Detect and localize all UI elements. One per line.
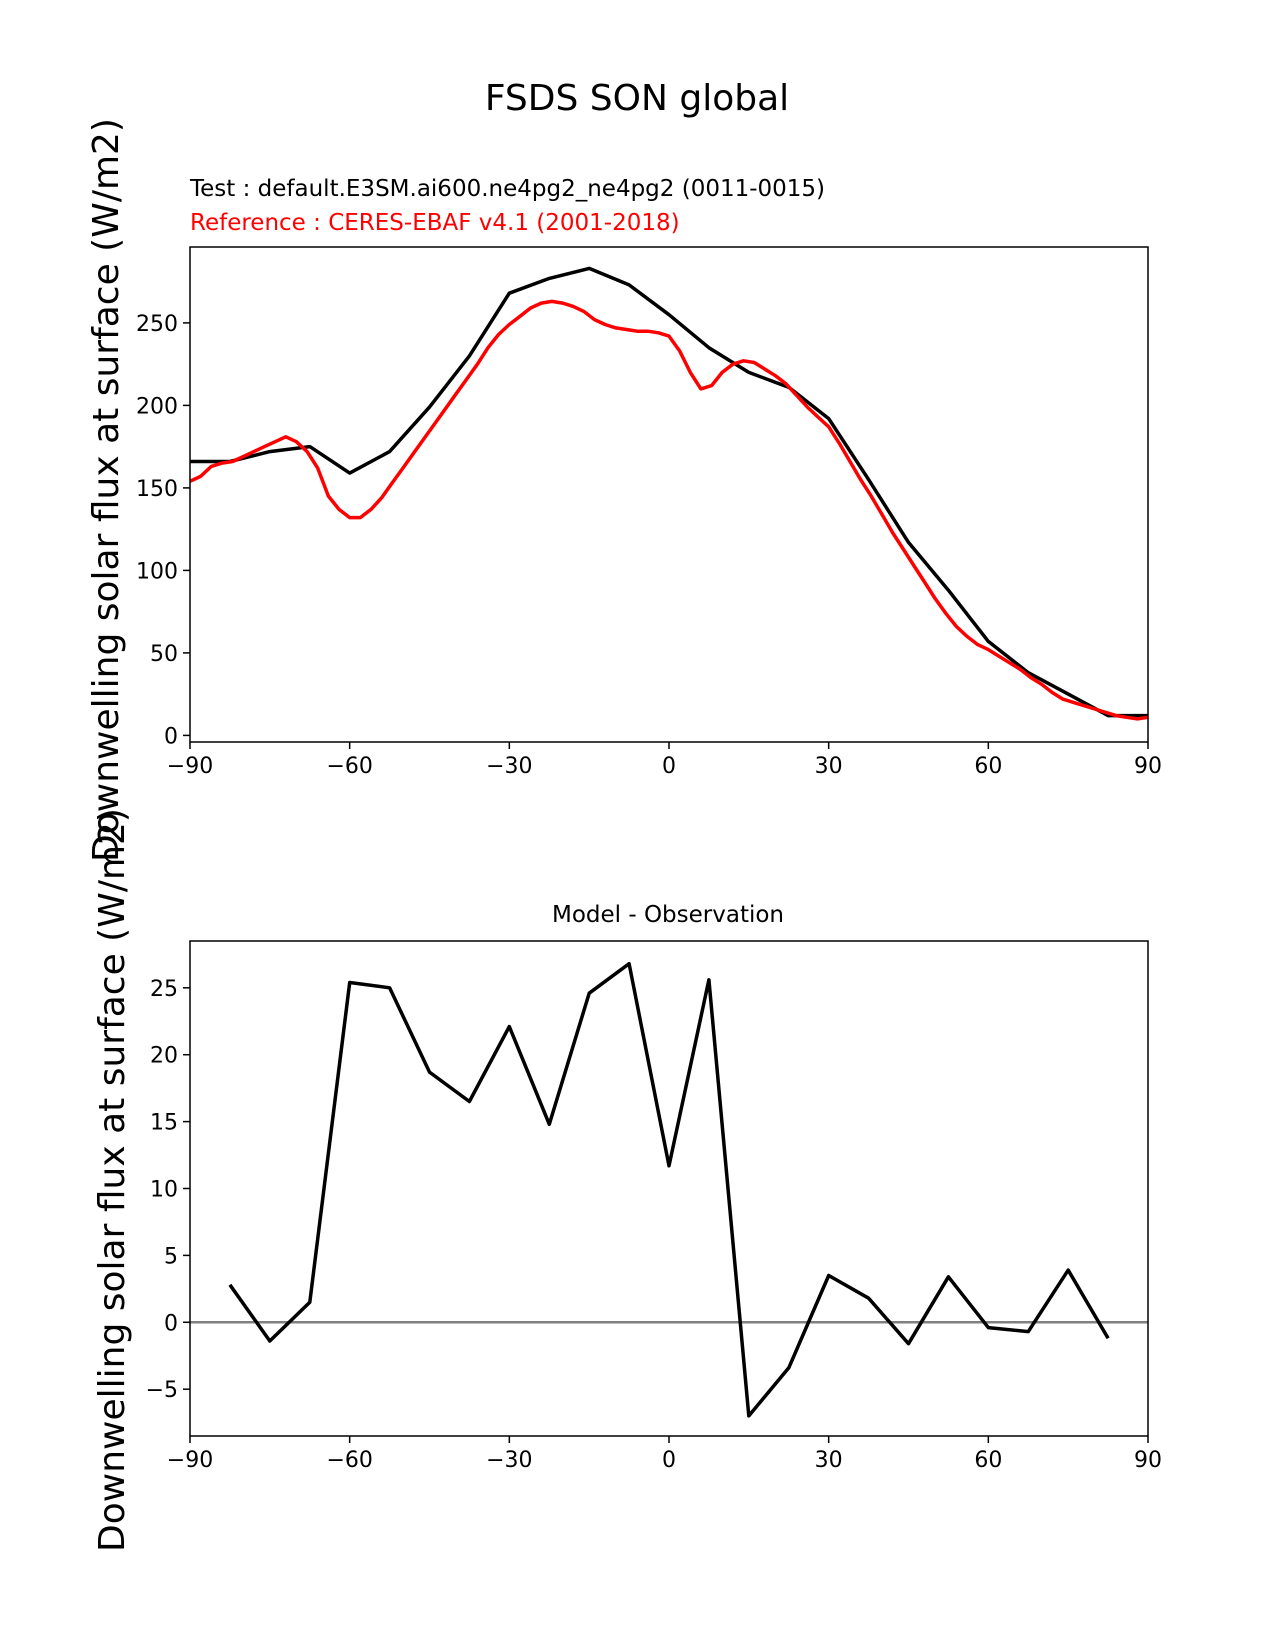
test-label: Test : default.E3SM.ai600.ne4pg2_ne4pg2 …	[189, 176, 825, 202]
bottom-series-0-line	[228, 961, 1110, 1418]
top-ytick-label: 50	[150, 642, 178, 667]
top-ytick-label: 150	[136, 477, 178, 502]
top-series-1-line	[189, 299, 1149, 721]
top-xtick-label: 90	[1134, 754, 1162, 779]
bottom-xtick-label: 0	[662, 1448, 676, 1473]
bottom-ytick-label: 5	[164, 1244, 178, 1269]
top-xtick-label: −30	[486, 754, 532, 779]
bottom-xtick-label: −30	[486, 1448, 532, 1473]
top-xtick-label: −60	[326, 754, 372, 779]
top-series-0-line	[190, 266, 1148, 718]
top-ytick-label: 0	[164, 724, 178, 749]
reference-label: Reference : CERES-EBAF v4.1 (2001-2018)	[190, 210, 680, 236]
top-xtick-label: 0	[662, 754, 676, 779]
top-ytick-label: 250	[136, 312, 178, 337]
bottom-xtick-label: −90	[167, 1448, 213, 1473]
bottom-ylabel: Downwelling solar flux at surface (W/m2)	[92, 808, 133, 1552]
bottom-xtick-label: −60	[326, 1448, 372, 1473]
bottom-ytick-label: −5	[146, 1378, 178, 1403]
bottom-ytick-label: 10	[150, 1178, 178, 1203]
top-xtick-label: 60	[974, 754, 1002, 779]
top-ytick-label: 100	[136, 559, 178, 584]
top-ytick-label: 200	[136, 394, 178, 419]
bottom-title: Model - Observation	[552, 902, 784, 928]
bottom-ytick-label: 20	[150, 1044, 178, 1069]
bottom-xtick-label: 30	[815, 1448, 843, 1473]
bottom-plot-area: −90 −60 −30 0 30 60 90 −5 0 5 10 15 20 25	[146, 940, 1162, 1473]
top-plot-area: −90 −60 −30 0 30 60 90 0 50 100 150 200 250	[136, 246, 1162, 779]
top-xtick-label: −90	[167, 754, 213, 779]
top-ylabel: Downwelling solar flux at surface (W/m2)	[86, 118, 127, 862]
top-xtick-label: 30	[815, 754, 843, 779]
bottom-ytick-label: 0	[164, 1311, 178, 1336]
bottom-ytick-label: 15	[150, 1111, 178, 1136]
bottom-ytick-label: 25	[150, 977, 178, 1002]
bottom-xtick-label: 60	[974, 1448, 1002, 1473]
figure-suptitle: FSDS SON global	[485, 78, 789, 119]
bottom-xtick-label: 90	[1134, 1448, 1162, 1473]
